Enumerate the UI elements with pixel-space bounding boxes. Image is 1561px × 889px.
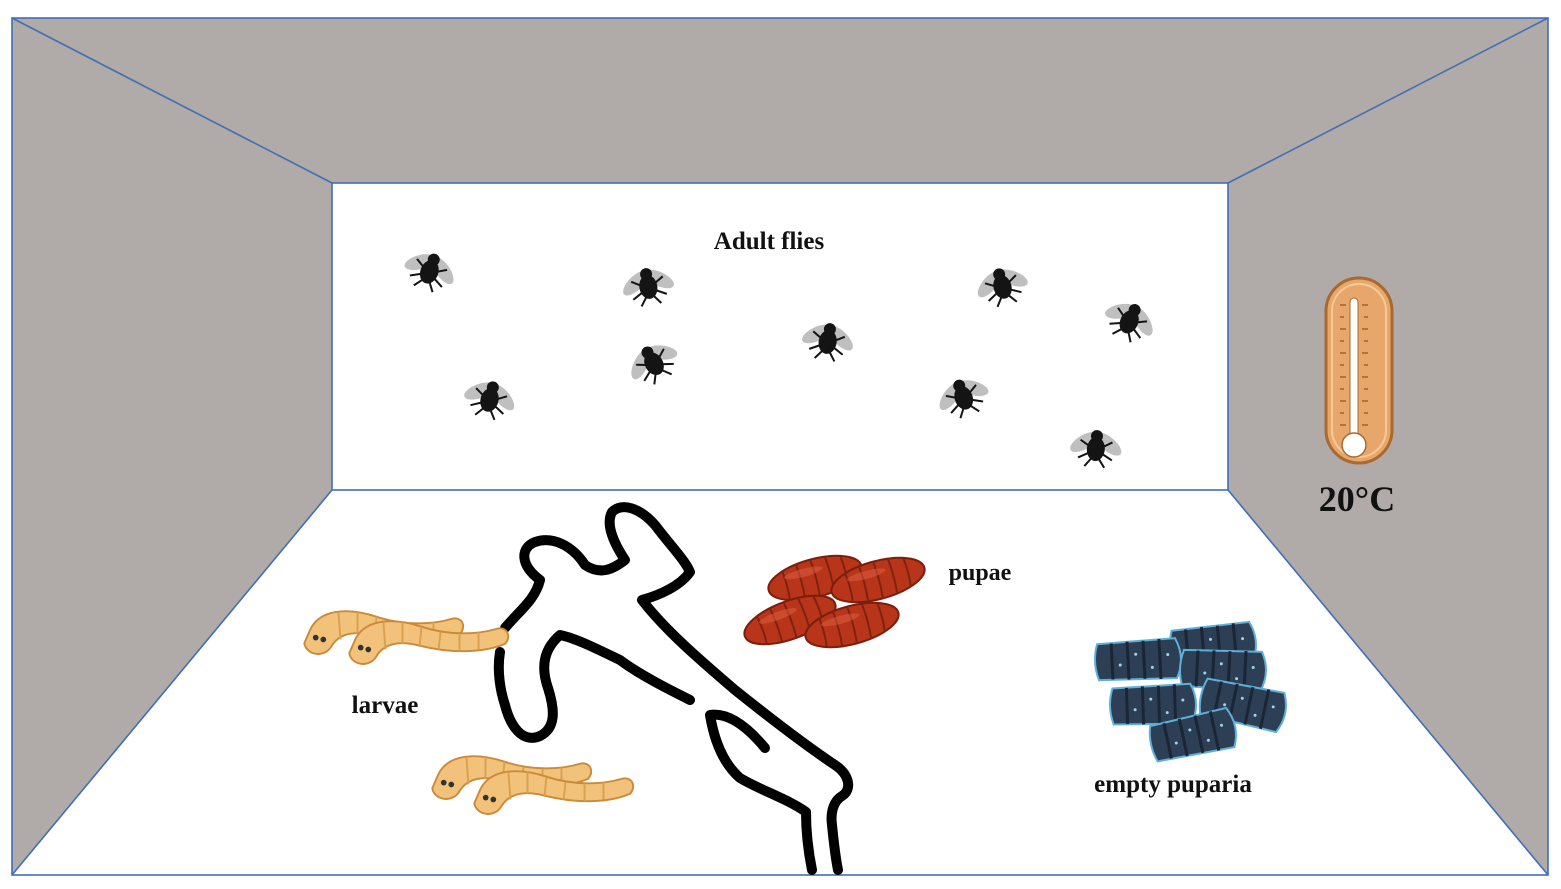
adult-flies-label: Adult flies — [714, 228, 825, 255]
floor — [12, 490, 1548, 875]
larvae-label: larvae — [352, 692, 419, 719]
pupae-label: pupae — [949, 560, 1012, 586]
puparium-icon — [1092, 636, 1184, 684]
room-edges — [11, 17, 1549, 876]
left-wall — [12, 18, 332, 875]
ceiling — [12, 18, 1548, 183]
empty-puparia-label: empty puparia — [1094, 771, 1252, 798]
thermometer-icon — [1324, 276, 1394, 465]
body-outline-icon — [493, 502, 854, 875]
temperature-label: 20°C — [1319, 479, 1395, 519]
